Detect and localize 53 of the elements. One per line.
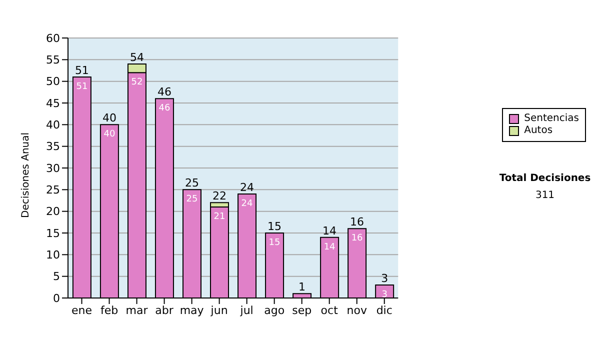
- x-tick-label: jun: [210, 304, 228, 317]
- x-tick-label: feb: [100, 304, 118, 317]
- legend-label: Autos: [524, 125, 553, 137]
- x-tick-label: ago: [264, 304, 285, 317]
- data-label: 40: [104, 130, 116, 140]
- total-label: 25: [184, 176, 199, 190]
- text: Total Decisiones: [498, 173, 592, 184]
- y-tick-label: 55: [46, 54, 60, 67]
- y-tick-label: 35: [46, 140, 60, 154]
- x-tick-label: may: [180, 304, 204, 317]
- data-label: 15: [268, 238, 280, 248]
- text: 311: [534, 190, 556, 201]
- data-label: 16: [351, 234, 364, 244]
- y-tick-label: 5: [53, 270, 60, 284]
- data-label: 25: [186, 194, 198, 205]
- y-tick-label: 15: [46, 226, 60, 240]
- x-tick-label: sep: [292, 304, 312, 317]
- data-label: 46: [158, 104, 170, 114]
- data-label: 3: [382, 290, 388, 300]
- data-label: 14: [324, 242, 336, 252]
- y-tick-label: 40: [46, 118, 60, 132]
- data-label: 21: [214, 212, 226, 222]
- y-tick-label: 25: [46, 184, 60, 197]
- x-tick-label: jul: [239, 304, 254, 317]
- x-tick-label: ene: [71, 304, 92, 317]
- total-label: 3: [381, 272, 388, 285]
- total-label: 15: [268, 220, 282, 233]
- total-label: 51: [74, 64, 89, 77]
- total-label: 24: [240, 181, 254, 194]
- data-label: 52: [131, 78, 143, 88]
- data-label: 24: [241, 199, 254, 209]
- y-tick-label: 10: [46, 248, 60, 262]
- total-label: 40: [102, 112, 116, 125]
- y-tick-label: 0: [53, 292, 60, 305]
- x-tick-label: abr: [155, 304, 174, 317]
- y-tick-label: 60: [46, 32, 60, 45]
- total-label: 16: [350, 216, 364, 229]
- x-tick-label: mar: [126, 304, 148, 317]
- total-label: 14: [322, 224, 337, 238]
- total-label: 1: [298, 280, 306, 294]
- total-label: 54: [130, 51, 144, 64]
- x-tick-label: dic: [376, 304, 392, 317]
- legend-label: Sentencias: [524, 113, 579, 125]
- total-label: 22: [212, 190, 227, 203]
- y-tick-label: 20: [46, 205, 60, 218]
- total-label: 46: [157, 86, 172, 99]
- y-tick-label: 50: [46, 75, 60, 88]
- y-tick-label: 30: [46, 162, 60, 175]
- data-label: 51: [76, 82, 88, 92]
- y-tick-label: 45: [46, 96, 60, 110]
- x-tick-label: oct: [320, 304, 339, 317]
- y-axis-title: Decisiones Anual: [20, 132, 32, 218]
- x-tick-label: nov: [346, 304, 368, 317]
